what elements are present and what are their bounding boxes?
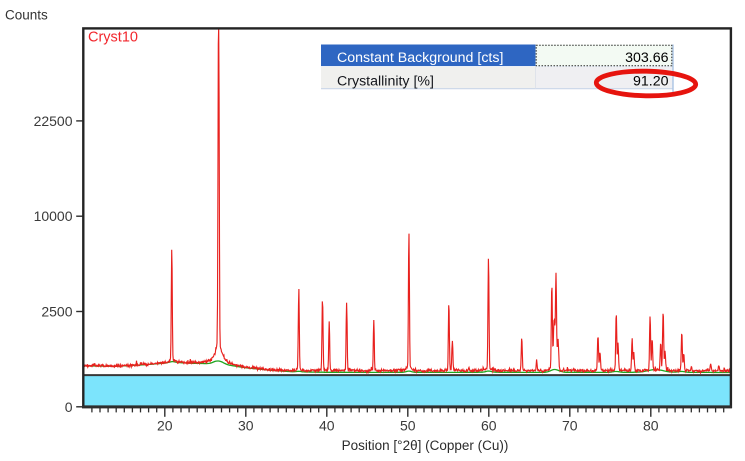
svg-text:0: 0 xyxy=(65,399,73,415)
svg-text:303.66: 303.66 xyxy=(625,50,669,66)
svg-text:Cryst10: Cryst10 xyxy=(88,30,138,46)
svg-text:2500: 2500 xyxy=(41,304,72,320)
svg-text:60: 60 xyxy=(481,418,497,434)
svg-text:22500: 22500 xyxy=(34,113,73,129)
svg-text:Position [°2θ] (Copper (Cu)): Position [°2θ] (Copper (Cu)) xyxy=(342,438,509,453)
svg-text:91.20: 91.20 xyxy=(633,73,669,89)
svg-text:50: 50 xyxy=(400,418,416,434)
svg-text:Counts: Counts xyxy=(5,8,48,23)
svg-text:Constant Background [cts]: Constant Background [cts] xyxy=(337,50,503,66)
svg-text:30: 30 xyxy=(238,418,254,434)
svg-text:20: 20 xyxy=(157,418,173,434)
svg-text:40: 40 xyxy=(319,418,335,434)
svg-text:10000: 10000 xyxy=(34,208,73,224)
svg-text:Crystallinity [%]: Crystallinity [%] xyxy=(337,73,434,89)
svg-text:80: 80 xyxy=(643,418,659,434)
svg-text:70: 70 xyxy=(562,418,578,434)
